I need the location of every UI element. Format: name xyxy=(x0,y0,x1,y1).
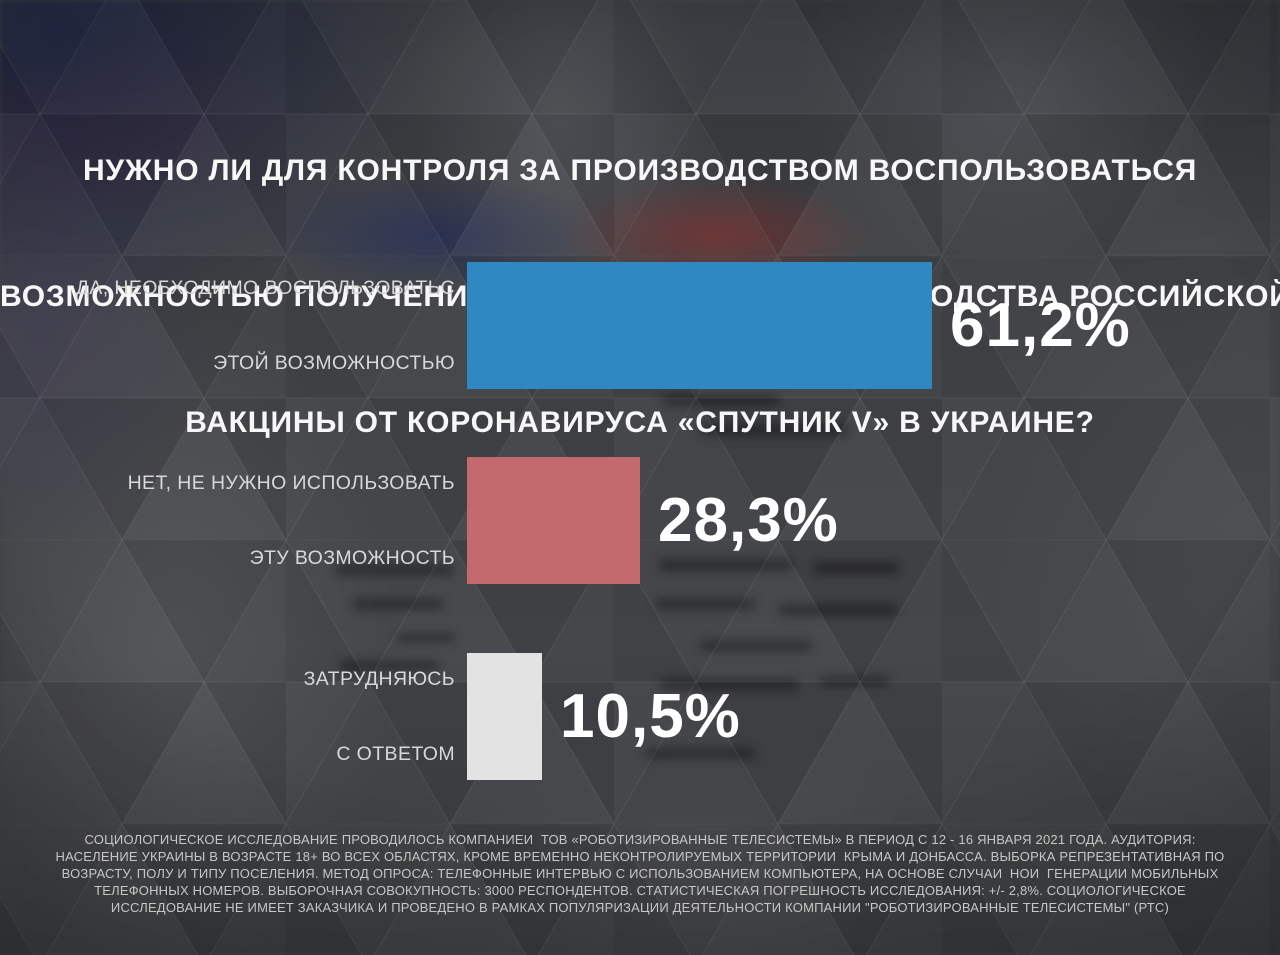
methodology-footnote: СОЦИОЛОГИЧЕСКОЕ ИССЛЕДОВАНИЕ ПРОВОДИЛОСЬ… xyxy=(0,831,1280,916)
footnote-line-4: ТЕЛЕФОННЫХ НОМЕРОВ. ВЫБОРОЧНАЯ СОВОКУПНО… xyxy=(94,883,1186,898)
bar-value-yes: 61,2% xyxy=(950,290,1131,360)
bar-row-yes: ДА, НЕОБХОДИМО ВОСПОЛЬЗОВАТЬС ЭТОЙ ВОЗМО… xyxy=(0,262,1280,389)
bar-value-no: 28,3% xyxy=(658,485,839,555)
footnote-line-5: ИССЛЕДОВАНИЕ НЕ ИМЕЕТ ЗАКАЗЧИКА И ПРОВЕД… xyxy=(110,900,1170,915)
bar-label-yes: ДА, НЕОБХОДИМО ВОСПОЛЬЗОВАТЬС ЭТОЙ ВОЗМО… xyxy=(75,276,455,374)
bar-row-no: НЕТ, НЕ НУЖНО ИСПОЛЬЗОВАТЬ ЭТУ ВОЗМОЖНОС… xyxy=(0,457,1280,584)
bar-label-no: НЕТ, НЕ НУЖНО ИСПОЛЬЗОВАТЬ ЭТУ ВОЗМОЖНОС… xyxy=(127,471,455,569)
bar-value-undecided: 10,5% xyxy=(560,681,741,751)
footnote-line-3: ВОЗРАСТУ, ПОЛУ И ТИПУ ПОСЕЛЕНИЯ. МЕТОД О… xyxy=(61,866,1219,881)
title-line-3: ВАКЦИНЫ ОТ КОРОНАВИРУСА «СПУТНИК V» В УК… xyxy=(185,406,1095,439)
bar-no xyxy=(467,457,640,584)
footnote-line-2: НАСЕЛЕНИЕ УКРАИНЫ В ВОЗРАСТЕ 18+ ВО ВСЕХ… xyxy=(55,849,1225,864)
footnote-line-1: СОЦИОЛОГИЧЕСКОЕ ИССЛЕДОВАНИЕ ПРОВОДИЛОСЬ… xyxy=(84,832,1196,847)
bar-label-undecided: ЗАТРУДНЯЮСЬ С ОТВЕТОМ xyxy=(303,667,455,765)
bar-undecided xyxy=(467,653,542,780)
bar-yes xyxy=(467,262,932,389)
title-line-1: НУЖНО ЛИ ДЛЯ КОНТРОЛЯ ЗА ПРОИЗВОДСТВОМ В… xyxy=(82,154,1198,187)
bar-row-undecided: ЗАТРУДНЯЮСЬ С ОТВЕТОМ 10,5% xyxy=(0,653,1280,780)
